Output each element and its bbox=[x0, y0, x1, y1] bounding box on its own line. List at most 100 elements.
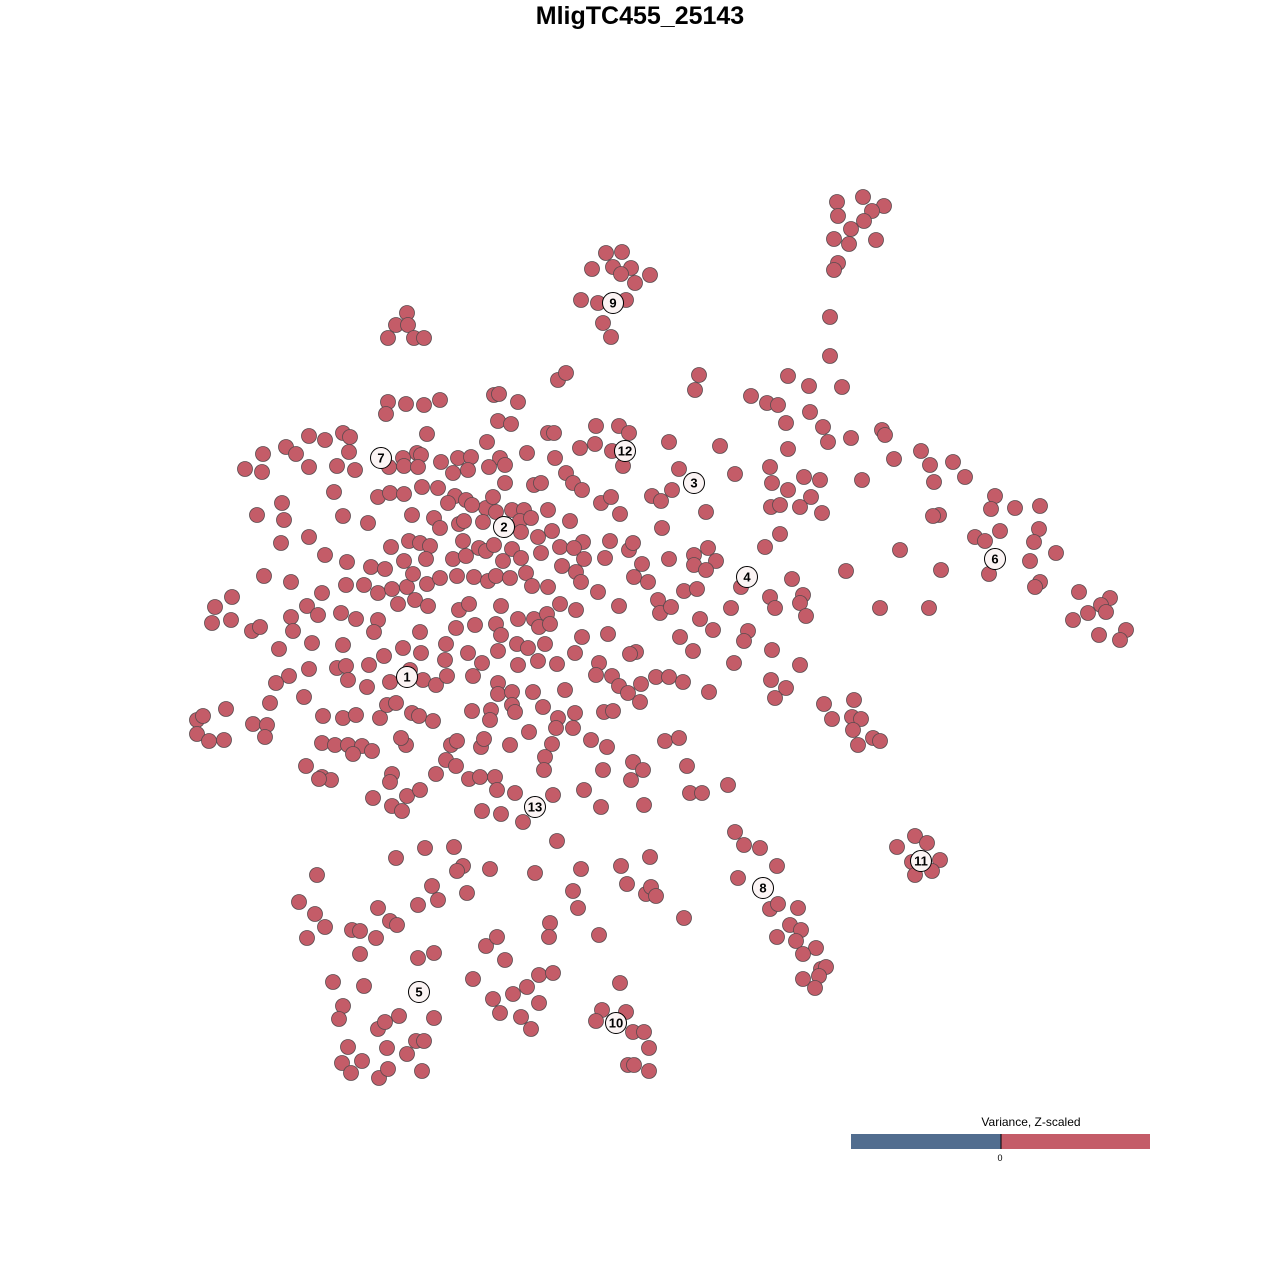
data-point bbox=[497, 475, 513, 491]
data-point bbox=[414, 479, 430, 495]
data-point bbox=[772, 526, 788, 542]
data-point bbox=[430, 892, 446, 908]
data-point bbox=[533, 545, 549, 561]
data-point bbox=[872, 600, 888, 616]
data-point bbox=[383, 539, 399, 555]
data-point bbox=[535, 699, 551, 715]
data-point bbox=[926, 474, 942, 490]
data-point bbox=[546, 425, 562, 441]
data-point bbox=[493, 598, 509, 614]
cluster-label-badge bbox=[683, 472, 705, 494]
data-point bbox=[487, 769, 503, 785]
data-point bbox=[566, 540, 582, 556]
data-point bbox=[426, 945, 442, 961]
data-point bbox=[545, 965, 561, 981]
data-point bbox=[826, 262, 842, 278]
data-point bbox=[913, 443, 929, 459]
data-point bbox=[692, 611, 708, 627]
data-point bbox=[572, 440, 588, 456]
data-point bbox=[1071, 584, 1087, 600]
data-point bbox=[419, 576, 435, 592]
data-point bbox=[698, 562, 714, 578]
data-point bbox=[573, 574, 589, 590]
data-point bbox=[488, 568, 504, 584]
data-point bbox=[485, 991, 501, 1007]
data-point bbox=[455, 533, 471, 549]
data-point bbox=[531, 967, 547, 983]
data-point bbox=[354, 1053, 370, 1069]
data-point bbox=[691, 367, 707, 383]
data-point bbox=[271, 641, 287, 657]
data-point bbox=[372, 710, 388, 726]
data-point bbox=[627, 275, 643, 291]
data-point bbox=[568, 602, 584, 618]
data-point bbox=[591, 927, 607, 943]
data-point bbox=[474, 655, 490, 671]
data-point bbox=[694, 785, 710, 801]
cluster-label-badge bbox=[396, 666, 418, 688]
data-point bbox=[301, 459, 317, 475]
data-point bbox=[801, 378, 817, 394]
data-point bbox=[492, 1005, 508, 1021]
data-point bbox=[252, 619, 268, 635]
data-point bbox=[481, 459, 497, 475]
data-point bbox=[464, 497, 480, 513]
legend-colorbar bbox=[851, 1134, 1150, 1149]
data-point bbox=[1022, 553, 1038, 569]
data-point bbox=[204, 615, 220, 631]
data-point bbox=[420, 598, 436, 614]
data-point bbox=[380, 1061, 396, 1077]
data-point bbox=[497, 952, 513, 968]
data-point bbox=[370, 900, 386, 916]
data-point bbox=[932, 852, 948, 868]
data-point bbox=[513, 550, 529, 566]
data-point bbox=[701, 684, 717, 700]
data-point bbox=[573, 292, 589, 308]
cluster-label-badge bbox=[493, 516, 515, 538]
data-point bbox=[570, 900, 586, 916]
data-point bbox=[339, 554, 355, 570]
data-point bbox=[412, 624, 428, 640]
data-point bbox=[311, 771, 327, 787]
data-point bbox=[661, 551, 677, 567]
data-point bbox=[301, 428, 317, 444]
data-point bbox=[363, 559, 379, 575]
data-point bbox=[348, 707, 364, 723]
data-point bbox=[513, 524, 529, 540]
data-point bbox=[201, 733, 217, 749]
data-point bbox=[595, 762, 611, 778]
data-point bbox=[326, 484, 342, 500]
data-point bbox=[493, 627, 509, 643]
data-point bbox=[767, 690, 783, 706]
data-point bbox=[448, 758, 464, 774]
data-point bbox=[207, 599, 223, 615]
data-point bbox=[795, 971, 811, 987]
data-point bbox=[597, 550, 613, 566]
data-point bbox=[482, 712, 498, 728]
data-point bbox=[598, 245, 614, 261]
data-point bbox=[708, 553, 724, 569]
cluster-label-13: 13 bbox=[524, 796, 546, 818]
data-point bbox=[360, 515, 376, 531]
data-point bbox=[301, 661, 317, 677]
data-point bbox=[676, 583, 692, 599]
data-point bbox=[352, 923, 368, 939]
data-point bbox=[342, 429, 358, 445]
data-point bbox=[992, 523, 1008, 539]
data-point bbox=[705, 622, 721, 638]
data-point bbox=[632, 694, 648, 710]
data-point bbox=[254, 464, 270, 480]
data-point bbox=[675, 674, 691, 690]
data-point bbox=[877, 427, 893, 443]
data-point bbox=[549, 833, 565, 849]
data-point bbox=[642, 849, 658, 865]
data-point bbox=[600, 626, 616, 642]
data-point bbox=[855, 189, 871, 205]
data-point bbox=[465, 668, 481, 684]
data-point bbox=[576, 782, 592, 798]
cluster-label-1: 1 bbox=[396, 666, 418, 688]
data-point bbox=[433, 454, 449, 470]
data-point bbox=[495, 553, 511, 569]
data-point bbox=[379, 1040, 395, 1056]
